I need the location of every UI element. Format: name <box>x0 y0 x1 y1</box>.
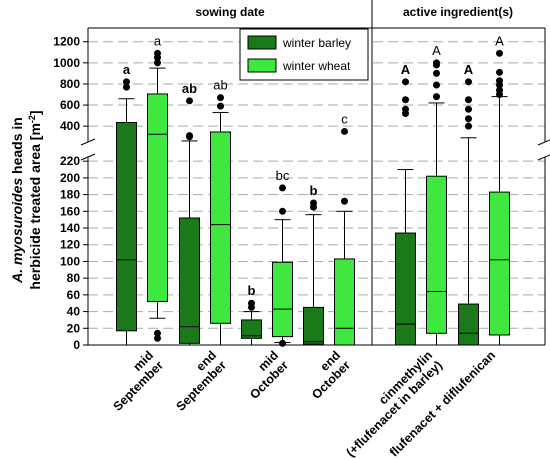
panel-title: sowing date <box>195 5 265 19</box>
outlier <box>465 122 472 130</box>
group-letter: A <box>495 33 504 48</box>
outlier <box>341 127 348 135</box>
y-tick-label: 1000 <box>53 56 80 70</box>
axis-break <box>80 138 96 146</box>
group-letter: ab <box>213 78 227 93</box>
outlier <box>279 184 286 192</box>
group-letter: b <box>248 283 256 298</box>
legend-swatch <box>247 35 277 50</box>
y-tick-label: 0 <box>73 338 80 352</box>
x-tick-label: cinmethylin(+flufenacet in barley) <box>334 348 445 459</box>
group-letter: A <box>464 62 474 77</box>
outlier <box>465 96 472 104</box>
axis-break <box>80 153 96 161</box>
outlier <box>279 207 286 215</box>
outlier <box>433 93 440 101</box>
y-axis-label: A. myosuroides heads in <box>9 117 25 284</box>
outlier <box>496 68 503 76</box>
y-tick-label: 220 <box>60 154 80 168</box>
outlier <box>186 132 193 140</box>
outlier <box>154 59 161 67</box>
outlier <box>465 105 472 113</box>
y-label-part: ] <box>27 110 43 115</box>
group-letter: A <box>432 43 441 58</box>
x-tick-label: endSeptember <box>164 348 230 414</box>
legend-label: winter barley <box>282 36 351 50</box>
outlier <box>465 78 472 86</box>
outlier <box>433 69 440 77</box>
box <box>179 217 200 344</box>
box <box>395 232 416 346</box>
box <box>489 191 510 336</box>
y-tick-label: 40 <box>67 305 81 319</box>
y-label-species: A. myosuroides <box>9 178 25 284</box>
outlier <box>496 49 503 57</box>
outlier <box>123 78 130 86</box>
group-letter: a <box>123 62 131 77</box>
outlier <box>465 115 472 123</box>
y-tick-label: 80 <box>67 271 81 285</box>
box <box>458 303 479 346</box>
y-label-part: herbicide treated area [m <box>27 123 43 290</box>
x-tick-label: endOctober <box>299 348 353 402</box>
y-tick-label: 180 <box>60 188 80 202</box>
box <box>426 175 447 334</box>
outlier <box>496 77 503 85</box>
panel-title: active ingredient(s) <box>403 5 513 19</box>
outlier <box>154 49 161 57</box>
outlier <box>433 81 440 89</box>
outlier <box>433 59 440 67</box>
y-tick-label: 160 <box>60 204 80 218</box>
outlier <box>402 105 409 113</box>
y-tick-label: 120 <box>60 238 80 252</box>
outlier <box>186 97 193 105</box>
outlier <box>123 83 130 91</box>
group-letter: bc <box>276 168 290 183</box>
legend: winter barley winter wheat <box>239 28 369 81</box>
legend-swatch <box>247 58 277 73</box>
y-tick-label: 1200 <box>53 35 80 49</box>
outlier <box>496 86 503 94</box>
outlier <box>217 94 224 102</box>
box <box>334 258 355 346</box>
box <box>116 121 137 332</box>
y-tick-label: 600 <box>60 98 80 112</box>
y-tick-label: 800 <box>60 77 80 91</box>
group-letter: a <box>154 33 162 48</box>
outlier <box>279 339 286 347</box>
box <box>147 93 168 303</box>
outlier <box>248 299 255 307</box>
outlier <box>310 199 317 207</box>
group-letter: A <box>401 62 411 77</box>
outlier <box>154 334 161 342</box>
outlier <box>217 102 224 110</box>
y-tick-label: 60 <box>67 288 81 302</box>
outlier <box>154 329 161 337</box>
y-label-part: heads in <box>9 117 25 178</box>
x-tick-label: midOctober <box>237 348 291 402</box>
axis-break-gap <box>81 144 95 155</box>
box <box>210 131 231 324</box>
box <box>272 261 293 338</box>
box <box>303 306 324 345</box>
box <box>241 319 262 339</box>
y-tick-label: 200 <box>60 171 80 185</box>
outlier <box>402 78 409 86</box>
x-tick-label: midSeptember <box>101 348 167 414</box>
y-tick-label: 400 <box>60 119 80 133</box>
y-tick-label: 100 <box>60 254 80 268</box>
group-letter: c <box>341 111 348 126</box>
group-letter: b <box>310 183 318 198</box>
y-label-exp: -2 <box>27 115 37 123</box>
group-letter: ab <box>182 81 197 96</box>
axis-break-gap <box>538 144 550 155</box>
y-tick-label: 20 <box>67 321 81 335</box>
y-axis-label: herbicide treated area [m-2] <box>27 110 43 289</box>
y-tick-label: 140 <box>60 221 80 235</box>
outlier <box>402 96 409 104</box>
legend-label: winter wheat <box>282 59 351 73</box>
outlier <box>341 197 348 205</box>
